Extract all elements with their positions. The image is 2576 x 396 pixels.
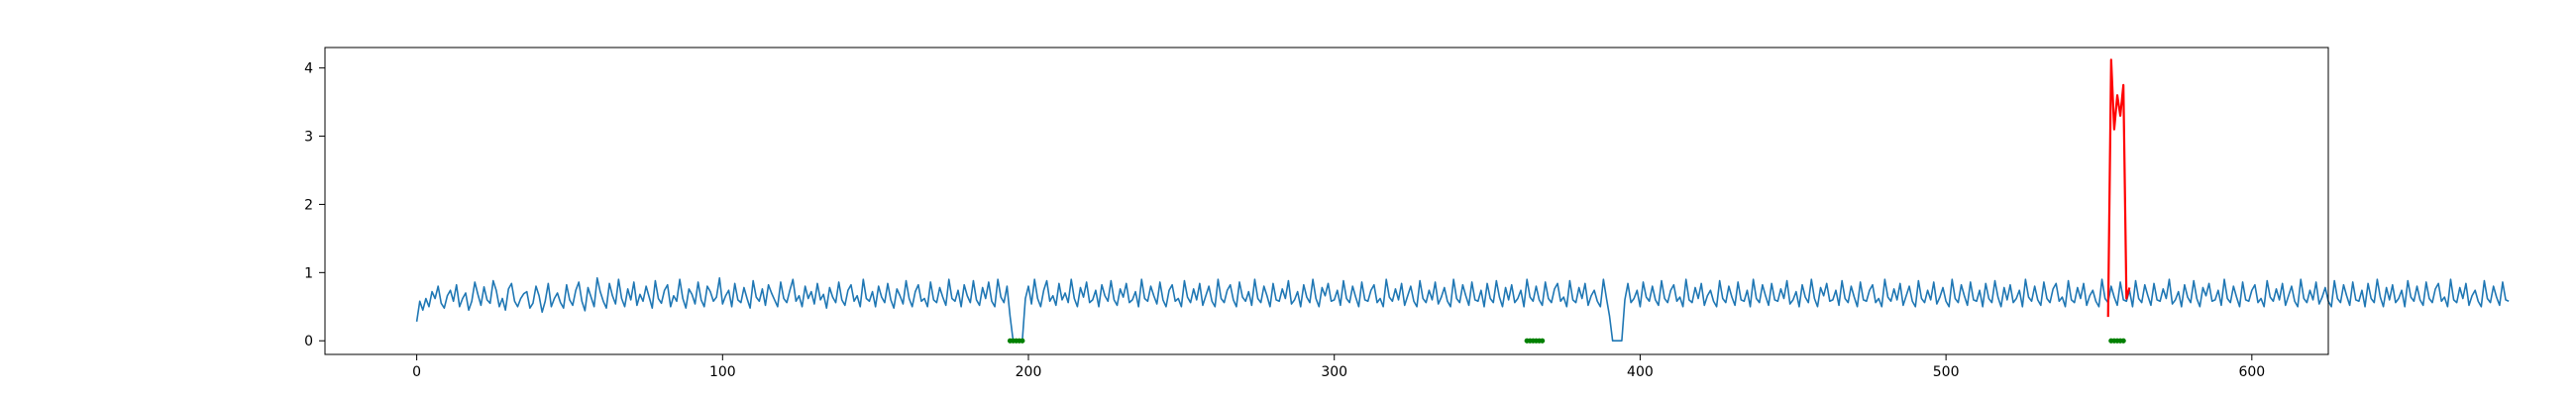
x-tick-label: 500: [1933, 364, 1960, 380]
x-tick-label: 300: [1321, 364, 1347, 380]
y-tick-label: 2: [304, 197, 313, 213]
x-tick-label: 600: [2238, 364, 2265, 380]
marker-point: [1020, 338, 1025, 344]
x-tick-label: 0: [412, 364, 421, 380]
marker-point: [1540, 338, 1546, 344]
y-axis: 0 1 2 3 4: [304, 61, 325, 349]
x-tick-label: 400: [1627, 364, 1654, 380]
x-axis: 0 100 200 300 400 500 600: [412, 354, 2265, 380]
x-tick-label: 100: [709, 364, 736, 380]
y-tick-label: 3: [304, 130, 313, 146]
y-tick-label: 4: [304, 61, 313, 77]
y-tick-label: 1: [304, 265, 313, 281]
series-line-anomaly: [2106, 58, 2131, 318]
x-tick-label: 200: [1016, 364, 1042, 380]
y-tick-label: 0: [304, 334, 313, 349]
axes-frame: [324, 47, 2329, 355]
plot-area: [415, 58, 2510, 344]
series-line-signal: [415, 277, 2510, 343]
marker-point: [2120, 338, 2126, 344]
